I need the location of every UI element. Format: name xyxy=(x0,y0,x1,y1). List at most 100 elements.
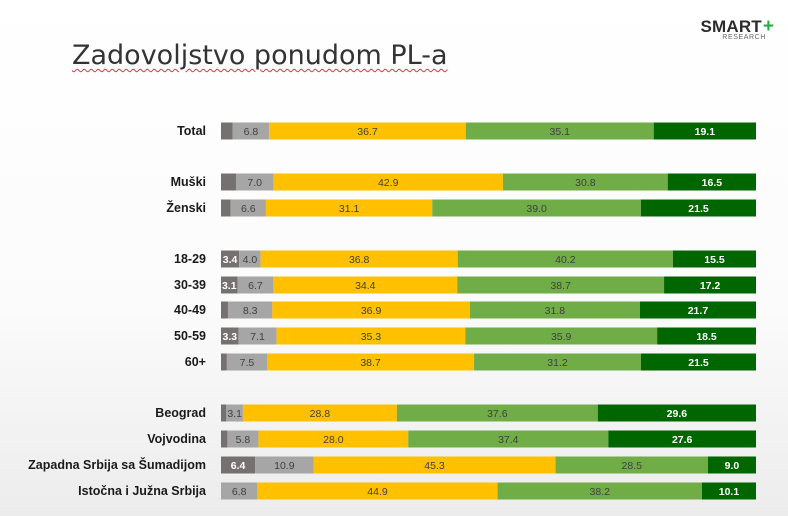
category-label-40-49: 40-49 xyxy=(174,303,206,317)
bar-segment-40-49-s2 xyxy=(227,301,273,319)
bar-segment-isto-na-i-ju-na-srbija-s3 xyxy=(257,482,498,500)
bar-segment-60-s1 xyxy=(221,353,227,371)
category-label-60: 60+ xyxy=(185,355,206,369)
bar-segment-40-49-s1 xyxy=(221,301,228,319)
category-label-enski: Ženski xyxy=(166,200,206,215)
data-label-enski-s4: 39.0 xyxy=(526,203,547,215)
bar-segment-60-s3 xyxy=(267,353,475,371)
bar-segment-zapadna-srbija-sa-umadijom-s1 xyxy=(221,456,256,474)
bar-segment-zapadna-srbija-sa-umadijom-s2 xyxy=(255,456,314,474)
data-label-50-59-s3: 35.3 xyxy=(361,331,382,343)
data-label-total-s5: 19.1 xyxy=(695,126,716,138)
bar-segment-mu-ki-s4 xyxy=(502,173,668,191)
data-label-30-39-s2: 6.7 xyxy=(248,280,263,292)
data-label-18-29-s3: 36.8 xyxy=(349,254,370,266)
bar-segment-30-39-s2 xyxy=(237,276,274,294)
bar-segment-enski-s2 xyxy=(230,199,266,217)
data-label-30-39-s1: 3.1 xyxy=(222,280,237,292)
logo-word: SMART xyxy=(700,17,762,36)
logo-plus-icon: + xyxy=(762,16,774,37)
data-label-vojvodina-s5: 27.6 xyxy=(672,434,693,446)
bar-segment-vojvodina-s3 xyxy=(258,430,409,448)
data-label-60-s4: 31.2 xyxy=(547,357,568,369)
category-label-mu-ki: Muški xyxy=(171,175,206,189)
bar-segment-30-39-s3 xyxy=(273,276,458,294)
data-label-zapadna-srbija-sa-umadijom-s2: 10.9 xyxy=(274,460,295,472)
data-label-zapadna-srbija-sa-umadijom-s1: 6.4 xyxy=(231,460,246,472)
bar-segment-50-59-s5 xyxy=(657,327,756,345)
data-label-60-s5: 21.5 xyxy=(688,357,709,369)
brand-logo: SMART+ RESEARCH xyxy=(700,16,774,41)
chart-title: Zadovoljstvo ponudom PL-a xyxy=(72,40,448,71)
category-label-18-29: 18-29 xyxy=(174,252,206,266)
bar-segment-18-29-s1 xyxy=(221,250,240,268)
data-label-enski-s3: 31.1 xyxy=(339,203,360,215)
data-label-30-39-s5: 17.2 xyxy=(700,280,721,292)
data-label-mu-ki-s3: 42.9 xyxy=(378,177,399,189)
bar-segment-isto-na-i-ju-na-srbija-s2 xyxy=(221,482,258,500)
bar-segment-vojvodina-s2 xyxy=(227,430,259,448)
bar-segment-18-29-s4 xyxy=(457,250,673,268)
bar-segment-vojvodina-s5 xyxy=(608,430,756,448)
data-label-mu-ki-s4: 30.8 xyxy=(575,177,596,189)
data-label-18-29-s5: 15.5 xyxy=(704,254,725,266)
data-label-isto-na-i-ju-na-srbija-s2: 6.8 xyxy=(232,486,247,498)
category-label-vojvodina: Vojvodina xyxy=(147,432,207,446)
category-label-30-39: 30-39 xyxy=(174,278,206,292)
bar-segment-zapadna-srbija-sa-umadijom-s4 xyxy=(555,456,708,474)
data-label-enski-s5: 21.5 xyxy=(688,203,709,215)
category-label-isto-na-i-ju-na-srbija: Istočna i Južna Srbija xyxy=(78,484,207,498)
bar-segment-enski-s3 xyxy=(265,199,433,217)
bar-segment-30-39-s4 xyxy=(457,276,665,294)
data-label-60-s2: 7.5 xyxy=(240,357,255,369)
bar-segment-50-59-s3 xyxy=(276,327,466,345)
data-label-mu-ki-s5: 16.5 xyxy=(702,177,723,189)
data-label-vojvodina-s2: 5.8 xyxy=(236,434,251,446)
data-label-total-s2: 6.8 xyxy=(244,126,259,138)
data-label-30-39-s4: 38.7 xyxy=(550,280,571,292)
data-label-enski-s2: 6.6 xyxy=(241,203,256,215)
bar-segment-vojvodina-s4 xyxy=(408,430,609,448)
data-label-18-29-s1: 3.4 xyxy=(223,254,238,266)
bar-segment-50-59-s4 xyxy=(465,327,658,345)
bar-segment-total-s1 xyxy=(221,122,233,140)
data-label-18-29-s2: 4.0 xyxy=(243,254,258,266)
bar-segment-30-39-s1 xyxy=(221,276,238,294)
bar-segment-18-29-s3 xyxy=(260,250,458,268)
bar-segment-beograd-s5 xyxy=(597,404,756,422)
data-label-40-49-s4: 31.8 xyxy=(545,305,566,317)
data-label-beograd-s2: 3.1 xyxy=(227,408,242,420)
bar-segment-enski-s4 xyxy=(432,199,641,217)
bar-segment-30-39-s5 xyxy=(664,276,756,294)
bar-segment-18-29-s2 xyxy=(239,250,261,268)
bar-segment-50-59-s2 xyxy=(238,327,277,345)
data-label-beograd-s4: 37.6 xyxy=(487,408,508,420)
bar-segment-60-s5 xyxy=(640,353,756,371)
bar-segment-beograd-s1 xyxy=(221,404,227,422)
bar-segment-zapadna-srbija-sa-umadijom-s5 xyxy=(707,456,756,474)
data-label-zapadna-srbija-sa-umadijom-s4: 28.5 xyxy=(622,460,643,472)
bar-segment-isto-na-i-ju-na-srbija-s4 xyxy=(497,482,702,500)
bar-segment-mu-ki-s5 xyxy=(667,173,756,191)
bar-segment-isto-na-i-ju-na-srbija-s5 xyxy=(701,482,756,500)
bar-segment-total-s5 xyxy=(653,122,756,140)
bar-segment-beograd-s2 xyxy=(226,404,243,422)
bar-segment-zapadna-srbija-sa-umadijom-s3 xyxy=(313,456,556,474)
bar-segment-enski-s1 xyxy=(221,199,231,217)
logo-subtitle: RESEARCH xyxy=(722,34,766,41)
bar-segment-beograd-s3 xyxy=(242,404,397,422)
bar-segment-60-s4 xyxy=(474,353,641,371)
data-label-total-s3: 36.7 xyxy=(357,126,378,138)
data-label-mu-ki-s2: 7.0 xyxy=(247,177,262,189)
category-label-50-59: 50-59 xyxy=(174,329,206,343)
data-label-vojvodina-s4: 37.4 xyxy=(498,434,519,446)
category-label-zapadna-srbija-sa-umadijom: Zapadna Srbija sa Šumadijom xyxy=(28,457,206,472)
data-label-isto-na-i-ju-na-srbija-s5: 10.1 xyxy=(719,486,740,498)
data-label-beograd-s3: 28.8 xyxy=(310,408,331,420)
bar-segment-total-s2 xyxy=(232,122,270,140)
bar-segment-vojvodina-s1 xyxy=(221,430,228,448)
category-label-beograd: Beograd xyxy=(155,406,206,420)
data-label-60-s3: 38.7 xyxy=(360,357,381,369)
data-label-50-59-s4: 35.9 xyxy=(551,331,572,343)
